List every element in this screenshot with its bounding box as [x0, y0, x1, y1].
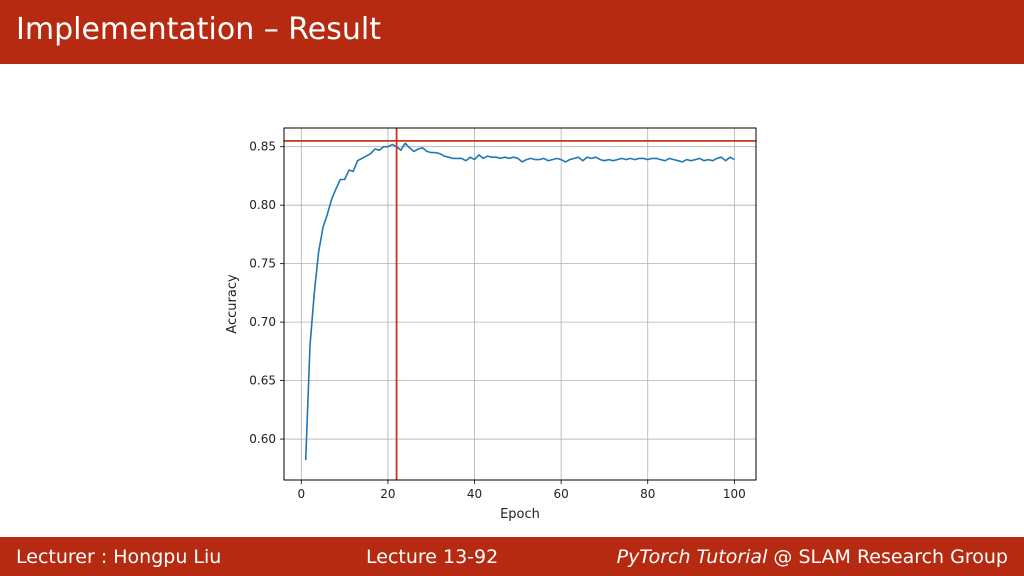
- x-tick-label: 40: [467, 487, 482, 501]
- x-axis-label: Epoch: [500, 507, 540, 522]
- plot-frame: [283, 127, 757, 481]
- y-axis-label: Accuracy: [225, 274, 240, 334]
- y-tick-label: 0.75: [249, 257, 276, 271]
- x-tick-label: 60: [553, 487, 568, 501]
- footer-bar: Lecturer : Hongpu Liu Lecture 13-92 PyTo…: [0, 537, 1024, 576]
- footer-lecturer: Lecturer : Hongpu Liu: [16, 546, 222, 568]
- footer-lecture-number: Lecture 13-92: [366, 546, 499, 568]
- footer-course-title: PyTorch Tutorial: [616, 546, 768, 568]
- y-tick-label: 0.70: [249, 315, 276, 329]
- footer-course: PyTorch Tutorial @ SLAM Research Group: [617, 545, 1008, 569]
- y-tick-label: 0.60: [249, 432, 276, 446]
- y-tick-label: 0.80: [249, 198, 276, 212]
- accuracy-series-line: [304, 142, 735, 461]
- slide-title: Implementation – Result: [16, 12, 381, 47]
- accuracy-chart: 0 20 40 60 80 100 0.60 0.65 0.70 0.75 0.80 0.85 Epoc…: [225, 127, 757, 522]
- chart-area: 0 20 40 60 80 100 0.60 0.65 0.70 0.75 0.80 0.85 Epoc…: [0, 64, 1024, 536]
- footer-group: @ SLAM Research Group: [767, 546, 1008, 568]
- x-tick-label: 100: [723, 487, 746, 501]
- y-tick-label: 0.85: [249, 140, 276, 154]
- x-tick-label: 0: [298, 487, 306, 501]
- x-tick-label: 80: [640, 487, 655, 501]
- title-bar: Implementation – Result: [0, 0, 1024, 64]
- x-tick-label: 20: [380, 487, 395, 501]
- y-tick-label: 0.65: [249, 374, 276, 388]
